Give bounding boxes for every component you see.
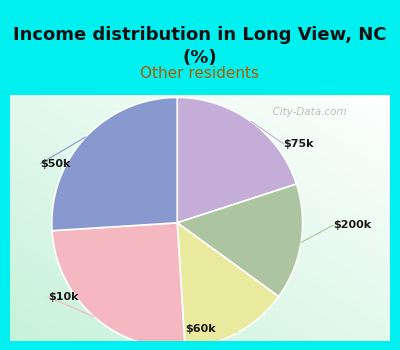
Text: $50k: $50k bbox=[40, 159, 71, 169]
Text: $75k: $75k bbox=[284, 139, 314, 149]
Polygon shape bbox=[177, 223, 279, 348]
Text: Income distribution in Long View, NC
(%): Income distribution in Long View, NC (%) bbox=[13, 27, 387, 66]
Text: $60k: $60k bbox=[185, 324, 215, 334]
Polygon shape bbox=[177, 184, 302, 296]
Text: City-Data.com: City-Data.com bbox=[266, 107, 347, 117]
Polygon shape bbox=[177, 97, 296, 223]
Text: Other residents: Other residents bbox=[140, 66, 260, 81]
Polygon shape bbox=[52, 223, 185, 348]
Text: $10k: $10k bbox=[48, 292, 78, 302]
Text: $200k: $200k bbox=[333, 220, 371, 230]
Polygon shape bbox=[52, 97, 177, 231]
